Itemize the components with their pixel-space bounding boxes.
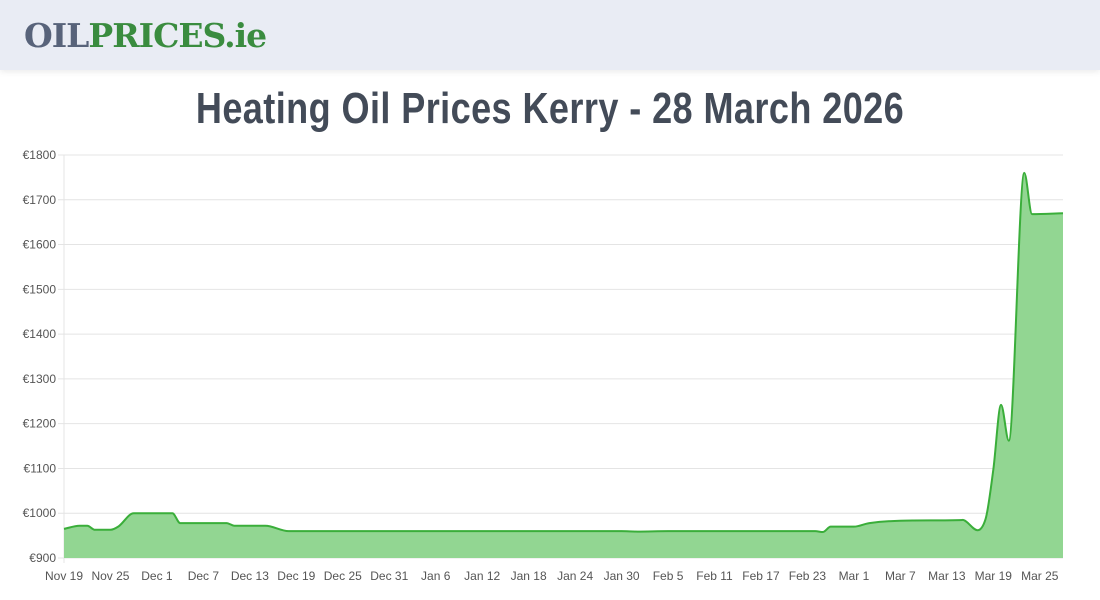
- y-tick-label: €1500: [23, 282, 57, 296]
- x-tick-label: Feb 23: [789, 569, 827, 583]
- y-tick-label: €1600: [23, 238, 57, 252]
- page-title: Heating Oil Prices Kerry - 28 March 2026: [195, 84, 905, 133]
- x-tick-label: Nov 19: [45, 569, 83, 583]
- x-tick-label: Dec 13: [231, 569, 269, 583]
- x-tick-label: Feb 5: [653, 569, 684, 583]
- y-tick-label: €1300: [23, 372, 57, 386]
- x-tick-label: Dec 31: [370, 569, 408, 583]
- x-tick-label: Feb 17: [742, 569, 780, 583]
- y-tick-label: €1000: [23, 506, 57, 520]
- x-tick-label: Mar 19: [975, 569, 1013, 583]
- logo-text-prices: PRICES.ie: [88, 16, 267, 55]
- x-tick-label: Feb 11: [696, 569, 733, 583]
- price-line: [63, 171, 1064, 534]
- x-tick-label: Mar 25: [1021, 569, 1059, 583]
- site-header: OILPRICES.ie: [0, 0, 1100, 70]
- x-tick-label: Jan 6: [421, 569, 451, 583]
- y-tick-label: €1700: [23, 193, 57, 207]
- x-tick-label: Jan 12: [464, 569, 500, 583]
- x-tick-label: Jan 30: [604, 569, 640, 583]
- logo-text-oil: OIL: [24, 16, 89, 55]
- y-tick-label: €1800: [23, 148, 57, 162]
- x-tick-label: Dec 1: [141, 569, 173, 583]
- x-tick-label: Mar 13: [928, 569, 966, 583]
- x-tick-label: Mar 1: [839, 569, 870, 583]
- y-tick-label: €900: [29, 551, 56, 565]
- price-area-fill: [64, 172, 1063, 558]
- x-tick-label: Dec 19: [277, 569, 315, 583]
- y-tick-label: €1400: [23, 327, 57, 341]
- x-tick-label: Nov 25: [91, 569, 129, 583]
- x-tick-label: Dec 25: [324, 569, 362, 583]
- x-tick-label: Jan 18: [511, 569, 547, 583]
- x-tick-label: Jan 24: [557, 569, 593, 583]
- site-logo[interactable]: OILPRICES.ie: [24, 14, 267, 58]
- y-tick-label: €1200: [23, 417, 57, 431]
- y-tick-label: €1100: [24, 461, 57, 475]
- x-tick-label: Mar 7: [885, 569, 916, 583]
- x-tick-label: Dec 7: [188, 569, 220, 583]
